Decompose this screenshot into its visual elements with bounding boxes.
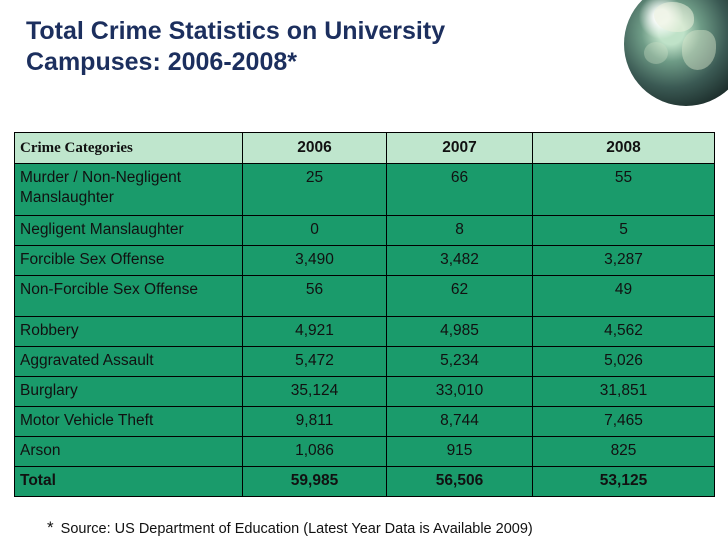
table-row: Arson 1,086 915 825 <box>14 436 715 467</box>
crime-category: Aggravated Assault <box>14 346 243 377</box>
value-2007: 66 <box>386 163 533 216</box>
footnote-marker: * <box>47 518 54 537</box>
source-footnote: * Source: US Department of Education (La… <box>47 518 533 538</box>
value-2006: 0 <box>242 215 387 246</box>
value-2006: 35,124 <box>242 376 387 407</box>
value-2006: 1,086 <box>242 436 387 467</box>
value-2007: 5,234 <box>386 346 533 377</box>
value-2006: 5,472 <box>242 346 387 377</box>
value-2006: 56 <box>242 275 387 317</box>
value-2007: 8,744 <box>386 406 533 437</box>
value-2008: 49 <box>532 275 715 317</box>
value-2008: 3,287 <box>532 245 715 276</box>
value-2006: 9,811 <box>242 406 387 437</box>
slide-title-line-1: Total Crime Statistics on University <box>26 17 446 45</box>
value-2008: 55 <box>532 163 715 216</box>
value-2007: 56,506 <box>386 466 533 497</box>
header-2006: 2006 <box>242 132 387 164</box>
value-2008: 4,562 <box>532 316 715 347</box>
value-2007: 62 <box>386 275 533 317</box>
crime-category: Non-Forcible Sex Offense <box>14 275 243 317</box>
table-header-row: Crime Categories 2006 2007 2008 <box>14 132 715 164</box>
crime-category: Forcible Sex Offense <box>14 245 243 276</box>
header-2008: 2008 <box>532 132 715 164</box>
crime-category: Total <box>14 466 243 497</box>
value-2007: 915 <box>386 436 533 467</box>
table-row: Burglary 35,124 33,010 31,851 <box>14 376 715 407</box>
value-2007: 4,985 <box>386 316 533 347</box>
table-row: Motor Vehicle Theft 9,811 8,744 7,465 <box>14 406 715 437</box>
crime-category: Burglary <box>14 376 243 407</box>
value-2008: 31,851 <box>532 376 715 407</box>
value-2008: 53,125 <box>532 466 715 497</box>
value-2008: 5 <box>532 215 715 246</box>
value-2007: 3,482 <box>386 245 533 276</box>
table-row: Forcible Sex Offense 3,490 3,482 3,287 <box>14 245 715 276</box>
crime-statistics-table: Crime Categories 2006 2007 2008 Murder /… <box>14 132 715 497</box>
table-row: Non-Forcible Sex Offense 56 62 49 <box>14 275 715 317</box>
table-total-row: Total 59,985 56,506 53,125 <box>14 466 715 497</box>
value-2008: 5,026 <box>532 346 715 377</box>
slide-title: Total Crime Statistics on University Cam… <box>26 16 445 78</box>
crime-category: Robbery <box>14 316 243 347</box>
table-row: Robbery 4,921 4,985 4,562 <box>14 316 715 347</box>
crime-category: Murder / Non-Negligent Manslaughter <box>14 163 243 216</box>
table-row: Aggravated Assault 5,472 5,234 5,026 <box>14 346 715 377</box>
value-2006: 25 <box>242 163 387 216</box>
footnote-text: Source: US Department of Education (Late… <box>60 521 533 537</box>
value-2007: 8 <box>386 215 533 246</box>
value-2008: 825 <box>532 436 715 467</box>
globe-icon <box>622 0 728 118</box>
header-crime-categories: Crime Categories <box>14 132 243 164</box>
table-row: Negligent Manslaughter 0 8 5 <box>14 215 715 246</box>
crime-category: Arson <box>14 436 243 467</box>
crime-category: Motor Vehicle Theft <box>14 406 243 437</box>
value-2006: 4,921 <box>242 316 387 347</box>
table-row: Murder / Non-Negligent Manslaughter 25 6… <box>14 163 715 216</box>
value-2006: 59,985 <box>242 466 387 497</box>
value-2007: 33,010 <box>386 376 533 407</box>
header-2007: 2007 <box>386 132 533 164</box>
value-2008: 7,465 <box>532 406 715 437</box>
slide-title-line-2: Campuses: 2006-2008* <box>26 48 297 76</box>
value-2006: 3,490 <box>242 245 387 276</box>
crime-category: Negligent Manslaughter <box>14 215 243 246</box>
